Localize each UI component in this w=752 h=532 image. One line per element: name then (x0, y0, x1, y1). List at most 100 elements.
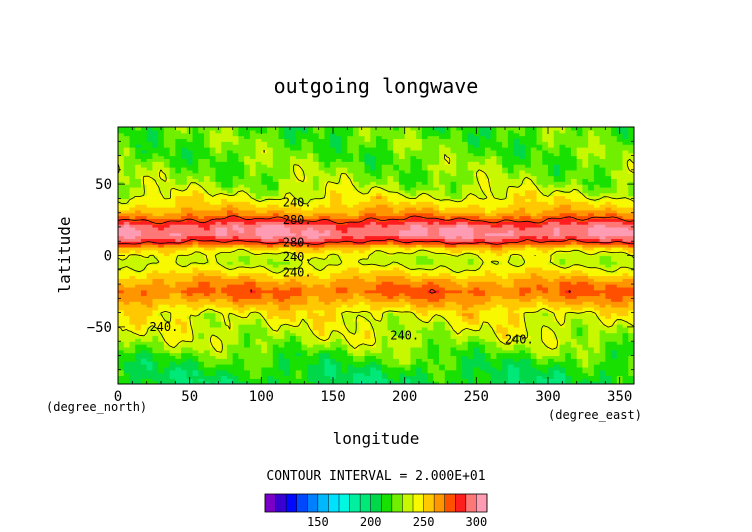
field-cell (507, 252, 515, 257)
field-cell (421, 338, 429, 342)
field-cell (335, 232, 343, 237)
field-cell (404, 295, 411, 299)
field-cell (410, 364, 417, 368)
field-cell (450, 361, 457, 365)
field-cell (502, 226, 509, 231)
field-cell (118, 301, 125, 305)
field-cell (267, 226, 274, 231)
field-cell (628, 275, 634, 279)
field-cell (272, 295, 280, 299)
field-cell (261, 321, 268, 325)
field-cell (559, 255, 566, 259)
field-cell (410, 244, 417, 248)
field-cell (593, 364, 601, 368)
field-cell (582, 289, 589, 294)
field-cell (198, 304, 205, 308)
field-cell (616, 349, 624, 354)
field-cell (559, 315, 566, 319)
field-cell (444, 315, 452, 319)
field-cell (278, 232, 285, 237)
field-cell (404, 349, 411, 354)
field-cell (295, 369, 303, 374)
field-cell (301, 315, 308, 319)
field-cell (519, 341, 526, 345)
field-cell (628, 289, 634, 294)
field-cell (542, 258, 549, 262)
field-cell (387, 315, 394, 319)
field-cell (570, 321, 578, 325)
field-cell (433, 346, 440, 351)
field-cell (628, 258, 634, 262)
field-cell (484, 378, 492, 382)
field-cell (450, 301, 457, 305)
field-cell (490, 272, 497, 277)
field-cell (593, 281, 601, 285)
field-cell (502, 235, 509, 239)
field-cell (364, 338, 371, 342)
field-cell (249, 258, 257, 262)
field-cell (456, 352, 463, 357)
field-cell (290, 269, 297, 274)
field-cell (129, 269, 136, 274)
field-cell (307, 298, 314, 302)
field-cell (490, 338, 497, 342)
field-cell (358, 244, 366, 248)
field-cell (496, 361, 503, 365)
field-cell (502, 292, 509, 297)
field-cell (553, 312, 561, 317)
field-cell (163, 301, 171, 305)
field-cell (576, 321, 583, 325)
field-cell (140, 241, 148, 245)
field-cell (450, 344, 457, 348)
field-cell (410, 375, 417, 379)
field-cell (301, 226, 308, 231)
field-cell (513, 335, 520, 339)
field-cell (507, 349, 515, 354)
field-cell (387, 372, 394, 377)
field-cell (507, 364, 515, 368)
field-cell (588, 258, 595, 262)
field-cell (456, 266, 463, 271)
field-cell (462, 329, 469, 334)
field-cell (525, 281, 532, 285)
field-cell (129, 326, 136, 331)
field-cell (204, 241, 211, 245)
field-cell (129, 224, 136, 228)
field-cell (530, 246, 538, 251)
field-cell (135, 355, 142, 359)
field-cell (364, 344, 371, 348)
field-cell (542, 326, 549, 331)
field-cell (582, 381, 589, 384)
field-cell (502, 286, 509, 291)
field-cell (484, 381, 492, 384)
field-cell (616, 241, 624, 245)
field-cell (565, 235, 572, 239)
field-cell (238, 324, 245, 328)
field-cell (530, 312, 538, 317)
field-cell (215, 224, 222, 228)
field-cell (530, 378, 538, 382)
field-cell (135, 312, 142, 317)
field-cell (204, 321, 211, 325)
field-cell (255, 381, 262, 384)
field-cell (181, 329, 188, 334)
field-cell (507, 324, 515, 328)
field-cell (198, 224, 205, 228)
field-cell (513, 261, 520, 265)
field-cell (484, 364, 492, 368)
field-cell (364, 332, 371, 337)
field-cell (559, 318, 566, 322)
field-cell (255, 321, 262, 325)
field-cell (542, 298, 549, 302)
field-cell (209, 278, 217, 282)
field-cell (278, 229, 285, 234)
field-cell (335, 278, 343, 282)
field-cell (605, 238, 612, 242)
field-cell (249, 275, 257, 279)
field-cell (525, 272, 532, 277)
field-cell (542, 304, 549, 308)
field-cell (393, 324, 400, 328)
field-cell (318, 246, 325, 251)
field-cell (341, 292, 348, 297)
field-cell (312, 281, 320, 285)
